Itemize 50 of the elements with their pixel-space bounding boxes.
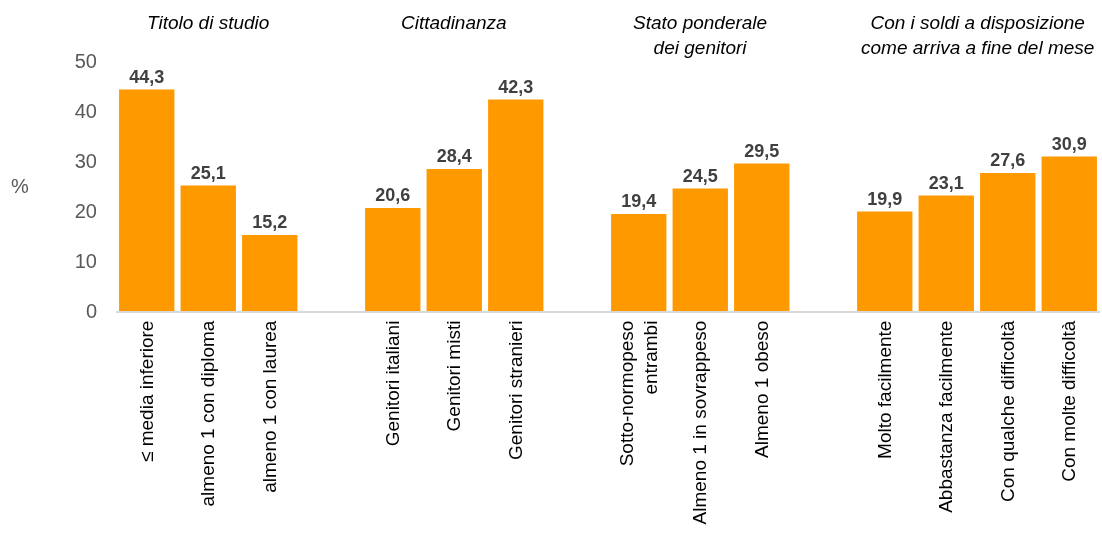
bar (918, 195, 974, 311)
data-label: 44,3 (129, 66, 165, 87)
text: Cittadinanza (401, 12, 507, 33)
bar (365, 208, 421, 311)
x-tick-label: Genitori misti (443, 320, 465, 432)
x-tick-label: almeno 1 con laurea (258, 320, 280, 493)
x-tick-label: almeno 1 con diploma (197, 320, 219, 507)
x-tick-label: Almeno 1 obeso (750, 320, 772, 458)
bar (242, 235, 298, 311)
text: Con i soldi a disposizione come arriva a fine del mese (861, 12, 1095, 58)
x-tick-label: Abbastanza facilmente (935, 320, 957, 513)
data-label: 29,5 (744, 140, 780, 161)
y-tick-label: 50 (74, 50, 97, 72)
bar (672, 188, 728, 311)
text: Titolo di studio (147, 12, 270, 33)
y-tick-label: 20 (74, 200, 97, 222)
text: Stato ponderale dei genitori (633, 12, 768, 58)
data-label: 42,3 (498, 76, 534, 97)
data-label: 23,1 (928, 172, 964, 193)
bar (488, 99, 544, 311)
x-tick-label: Con molte difficoltà (1058, 320, 1080, 482)
x-tick-label: Molto facilmente (873, 320, 895, 459)
y-tick-label: 10 (74, 250, 97, 272)
data-label: 24,5 (682, 165, 718, 186)
data-label: 30,9 (1051, 133, 1087, 154)
x-tick-label: ≤ media inferiore (135, 320, 157, 462)
data-label: 19,4 (621, 191, 657, 211)
bar (611, 214, 667, 311)
data-label: 25,1 (190, 162, 226, 183)
y-tick-label: 30 (74, 150, 97, 172)
bar (980, 173, 1036, 311)
x-tick-label: Sotto-normopeso entrambi (615, 320, 662, 467)
data-label: 15,2 (252, 212, 288, 232)
x-tick-label: Genitori stranieri (504, 320, 526, 460)
data-label: 27,6 (990, 150, 1026, 170)
bar (734, 163, 790, 311)
data-label: 20,6 (375, 185, 411, 205)
bar (180, 185, 236, 311)
bar (426, 169, 482, 311)
bar (119, 89, 175, 311)
bar (1041, 156, 1097, 311)
x-tick-label: Genitori italiani (381, 320, 403, 447)
x-tick-label: Con qualche difficoltà (996, 320, 1018, 502)
data-label: 19,9 (867, 188, 903, 209)
data-label: 28,4 (436, 146, 472, 166)
y-axis-title: % (11, 175, 29, 197)
bar (857, 211, 913, 311)
x-tick-label: Almeno 1 in sovrappeso (689, 320, 711, 525)
y-tick-label: 0 (85, 300, 97, 322)
y-tick-label: 40 (74, 100, 97, 122)
